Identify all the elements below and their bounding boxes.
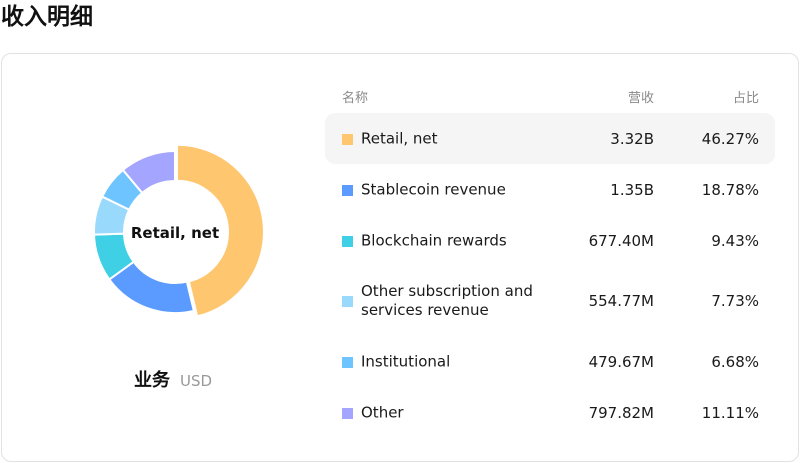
row-revenue: 797.82M (588, 403, 654, 422)
row-name: Other subscription and services revenue (361, 282, 533, 319)
row-share: 6.68% (711, 352, 759, 371)
donut-chart[interactable]: Retail, net (94, 145, 264, 320)
donut-center-label: Retail, net (130, 223, 220, 242)
header-share: 占比 (732, 91, 759, 106)
table-row[interactable]: Other 797.82M 11.11% (325, 387, 775, 438)
row-name: Institutional (361, 352, 451, 370)
legend-swatch-icon (342, 235, 353, 247)
header-name: 名称 (342, 91, 369, 106)
legend-swatch-icon (342, 407, 353, 419)
row-share: 18.78% (701, 180, 759, 199)
donut-slice[interactable] (175, 145, 264, 318)
row-revenue: 479.67M (588, 352, 654, 371)
caption-category: 业务 (134, 370, 170, 391)
row-revenue: 554.77M (588, 292, 654, 310)
chart-caption: 业务 USD (134, 366, 212, 392)
row-share: 9.43% (711, 231, 759, 250)
legend-swatch-icon (342, 356, 353, 368)
table-header: 名称 营收 占比 (325, 80, 775, 110)
legend-swatch-icon (342, 296, 353, 307)
legend-swatch-icon (342, 133, 353, 145)
row-share: 7.73% (711, 292, 759, 310)
row-revenue: 677.40M (588, 231, 654, 250)
row-share: 11.11% (701, 403, 759, 422)
page-title: 收入明细 (1, 4, 93, 30)
header-revenue: 营收 (627, 91, 654, 106)
row-revenue: 1.35B (610, 180, 654, 199)
table-row[interactable]: Retail, net 3.32B 46.27% (325, 113, 775, 164)
table-row[interactable]: Stablecoin revenue 1.35B 18.78% (325, 164, 775, 215)
row-name: Blockchain rewards (361, 231, 507, 249)
row-name: Other (361, 403, 404, 421)
table-row[interactable]: Institutional 479.67M 6.68% (325, 336, 775, 387)
row-name: Retail, net (361, 129, 438, 147)
donut-svg[interactable] (94, 145, 264, 320)
table-row[interactable]: Other subscription and services revenue … (325, 266, 775, 336)
legend-swatch-icon (342, 184, 353, 196)
caption-unit: USD (180, 372, 213, 390)
row-revenue: 3.32B (610, 129, 654, 148)
row-share: 46.27% (701, 129, 759, 148)
revenue-table: 名称 营收 占比 Retail, net 3.32B 46.27% Stable… (325, 80, 775, 438)
row-name: Stablecoin revenue (361, 180, 506, 198)
table-row[interactable]: Blockchain rewards 677.40M 9.43% (325, 215, 775, 266)
donut-slice[interactable] (121, 149, 176, 195)
